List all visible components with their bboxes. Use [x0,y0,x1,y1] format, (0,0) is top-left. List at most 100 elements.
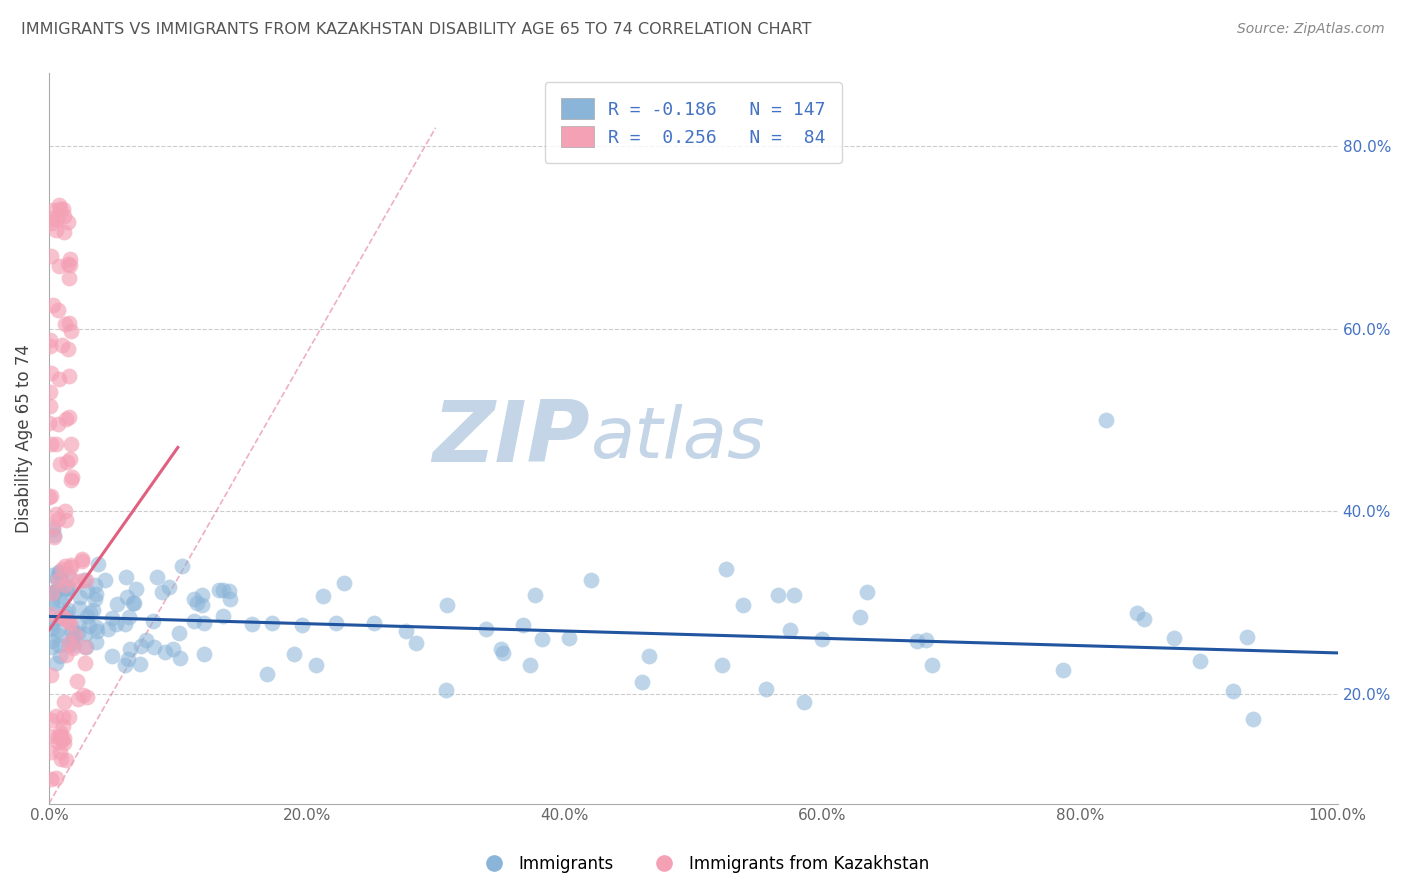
Point [67,626,90,640]
Point [1241,712,1264,726]
Point [58,709,80,723]
Point [105,597,128,611]
Point [115,570,138,584]
Point [58,270,80,285]
Point [125,582,148,596]
Point [49,592,72,607]
Point [129,657,152,671]
Point [710,658,733,673]
Point [41,615,63,629]
Point [52,695,75,709]
Point [42,585,65,599]
Point [42,211,65,226]
Point [51,566,73,580]
Point [75,573,97,587]
Point [41,599,63,613]
Text: Source: ZipAtlas.com: Source: ZipAtlas.com [1237,22,1385,37]
Point [55,581,77,595]
Point [46,730,69,744]
Point [39,385,62,400]
Point [1125,606,1147,620]
Point [83,577,105,591]
Point [46,417,69,431]
Point [79,606,101,620]
Point [53,591,76,605]
Text: ZIP: ZIP [433,397,591,480]
Point [491,646,513,660]
Point [67,601,90,615]
Point [56,257,79,271]
Point [62,641,84,656]
Point [41,596,63,610]
Point [638,649,661,664]
Point [56,455,79,469]
Point [153,645,176,659]
Point [122,596,145,610]
Point [530,632,553,646]
Point [208,583,231,598]
Point [212,609,235,624]
Point [48,638,70,652]
Point [76,608,98,623]
Point [59,558,82,573]
Point [56,343,79,357]
Point [436,599,458,613]
Point [52,209,75,223]
Point [73,573,96,587]
Point [42,202,65,217]
Point [45,223,67,237]
Point [39,489,62,503]
Point [48,198,70,212]
Point [73,640,96,655]
Point [53,559,76,574]
Point [405,636,427,650]
Point [38,416,60,430]
Point [49,725,72,739]
Point [63,638,86,652]
Point [1052,663,1074,677]
Point [115,590,138,604]
Point [1236,630,1258,644]
Point [46,624,69,638]
Point [169,651,191,665]
Y-axis label: Disability Age 65 to 74: Disability Age 65 to 74 [15,343,32,533]
Point [631,675,654,690]
Point [921,657,943,672]
Legend: Immigrants, Immigrants from Kazakhstan: Immigrants, Immigrants from Kazakhstan [470,848,936,880]
Point [55,513,77,527]
Point [905,634,928,648]
Point [41,216,63,230]
Point [186,595,208,609]
Point [45,508,67,522]
Point [39,249,62,263]
Point [46,303,69,318]
Point [332,576,354,591]
Text: atlas: atlas [591,404,765,473]
Point [45,582,67,596]
Point [162,642,184,657]
Point [41,640,63,655]
Point [146,570,169,584]
Point [59,258,82,272]
Point [55,753,77,767]
Point [120,642,142,657]
Point [434,683,457,698]
Point [46,735,69,749]
Point [183,614,205,628]
Point [42,530,65,544]
Point [53,606,76,620]
Point [70,554,93,568]
Point [58,368,80,383]
Point [55,411,77,425]
Point [67,574,90,588]
Point [46,512,69,526]
Point [56,614,79,628]
Point [157,581,180,595]
Point [86,587,108,601]
Point [44,528,66,542]
Point [474,623,496,637]
Point [59,252,82,266]
Point [70,552,93,566]
Point [42,586,65,600]
Point [44,771,66,785]
